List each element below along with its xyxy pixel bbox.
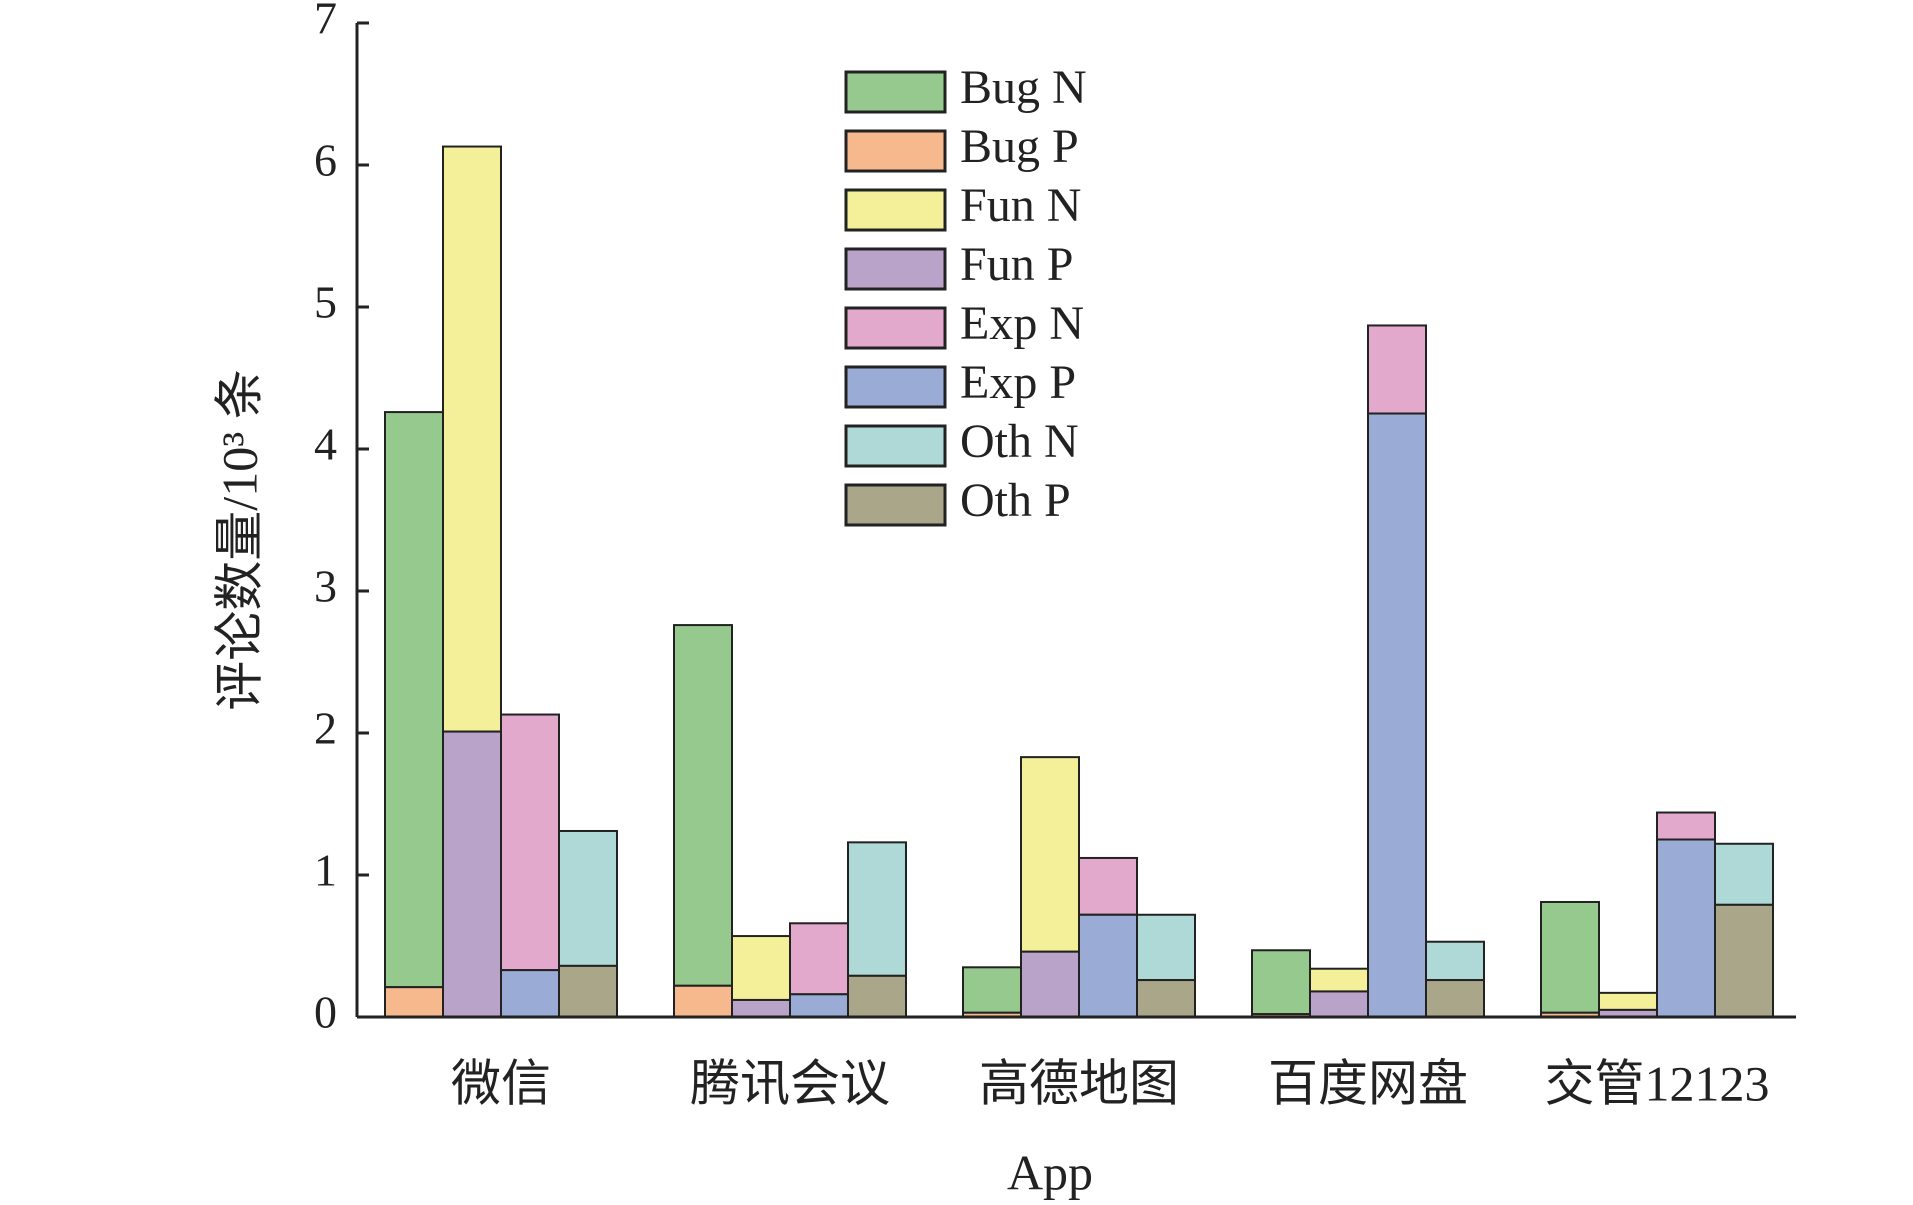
bar-segment (558, 964, 618, 1019)
bar-segment (847, 974, 907, 1019)
bar-segment (442, 730, 502, 1019)
y-tick-label: 2 (314, 703, 337, 754)
x-tick-label: 交管12123 (1545, 1055, 1770, 1111)
legend-label: Oth N (960, 415, 1079, 468)
legend-label: Exp P (960, 356, 1076, 409)
bar-segment (500, 713, 560, 972)
bar-segment (1020, 950, 1080, 1018)
y-tick-label: 1 (314, 845, 337, 896)
bar-segment (558, 829, 618, 967)
y-tick-label: 0 (314, 987, 337, 1038)
bar-segment (1078, 913, 1138, 1019)
bar-segment (384, 986, 444, 1018)
bar-segment (962, 966, 1022, 1014)
bar-segment (1367, 412, 1427, 1018)
legend-label: Bug N (960, 61, 1087, 114)
bar-segment (1367, 324, 1427, 415)
bar-segment (673, 984, 733, 1019)
y-tick-label: 6 (314, 135, 337, 186)
bar-segment (789, 922, 849, 996)
y-axis-label: 评论数量/10³ 条 (211, 369, 267, 710)
bar-segment (847, 841, 907, 977)
bar-segment (1425, 979, 1485, 1019)
legend-label: Fun P (960, 238, 1073, 291)
x-tick-label: 百度网盘 (1268, 1055, 1468, 1111)
y-tick-label: 4 (314, 419, 337, 470)
bar-segment (1540, 900, 1600, 1014)
x-axis-label: App (1007, 1144, 1093, 1200)
legend-label: Bug P (960, 120, 1079, 173)
bar-segment (500, 969, 560, 1019)
x-tick-label: 高德地图 (979, 1055, 1179, 1111)
bar-segment (1656, 838, 1716, 1018)
bar-segment (1656, 811, 1716, 841)
bar-segment (1020, 756, 1080, 953)
bar-segment (384, 411, 444, 989)
bar-segment (1251, 949, 1311, 1016)
x-tick-label: 微信 (451, 1055, 551, 1111)
bar-segment (673, 624, 733, 987)
y-tick-label: 7 (314, 0, 337, 44)
bar-segment (1136, 979, 1196, 1019)
legend-swatch (844, 188, 947, 232)
bar-segment (1078, 856, 1138, 916)
bar-segment (1309, 990, 1369, 1019)
legend-swatch (844, 483, 947, 527)
bar-segment (1598, 991, 1658, 1011)
legend-swatch (844, 306, 947, 350)
bar-segment (442, 145, 502, 733)
legend-swatch (844, 424, 947, 468)
bar-segment (1136, 913, 1196, 982)
legend-swatch (844, 247, 947, 291)
bar-segment (1714, 903, 1774, 1019)
bar-segment (1425, 940, 1485, 982)
legend-label: Exp N (960, 297, 1084, 350)
bar-segment (1309, 967, 1369, 993)
legend-label: Oth P (960, 474, 1071, 527)
bar-segment (731, 935, 791, 1001)
bar-segment (789, 993, 849, 1019)
bar-segment (1714, 842, 1774, 906)
legend-swatch (844, 70, 947, 114)
bar-segment (731, 998, 791, 1019)
y-tick-label: 3 (314, 561, 337, 612)
legend-label: Fun N (960, 179, 1081, 232)
y-tick-label: 5 (314, 277, 337, 328)
x-tick-label: 腾讯会议 (690, 1055, 890, 1111)
legend-swatch (844, 129, 947, 173)
legend-swatch (844, 365, 947, 409)
